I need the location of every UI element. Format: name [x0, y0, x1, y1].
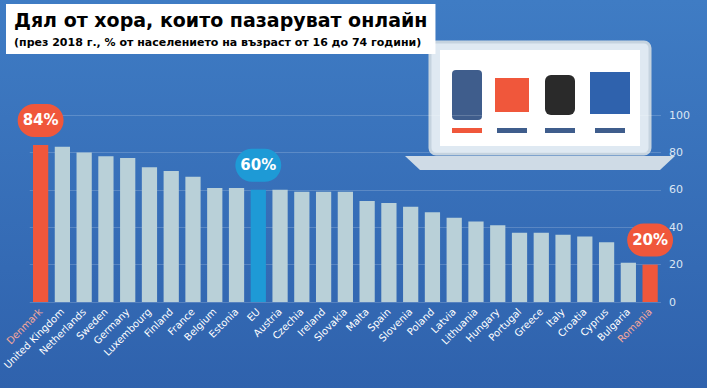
svg-text:(през 2018 г., % от населениет: (през 2018 г., % от населението на възра… [14, 36, 421, 49]
svg-text:Latvia: Latvia [428, 306, 459, 336]
svg-text:Ireland: Ireland [295, 306, 328, 339]
svg-text:Spain: Spain [365, 306, 393, 334]
svg-text:EU: EU [245, 306, 262, 323]
svg-text:0: 0 [669, 296, 676, 309]
svg-text:Croatia: Croatia [555, 306, 589, 340]
svg-text:60: 60 [669, 183, 683, 196]
svg-text:80: 80 [669, 146, 683, 159]
svg-text:40: 40 [669, 221, 683, 234]
svg-text:Greece: Greece [512, 306, 545, 339]
svg-text:20%: 20% [632, 231, 668, 249]
svg-text:Netherlands: Netherlands [37, 306, 88, 357]
svg-text:Finland: Finland [142, 306, 176, 340]
svg-text:France: France [165, 306, 197, 338]
svg-text:Hungary: Hungary [463, 306, 502, 344]
svg-text:Germany: Germany [91, 306, 132, 347]
svg-text:20: 20 [669, 258, 683, 271]
svg-text:Estonia: Estonia [207, 306, 241, 340]
svg-text:Portugal: Portugal [486, 306, 524, 344]
svg-text:Cyprus: Cyprus [578, 306, 611, 339]
svg-text:Denmark: Denmark [4, 306, 45, 347]
svg-text:Malta: Malta [344, 306, 371, 333]
svg-text:Slovenia: Slovenia [376, 306, 415, 344]
svg-text:Poland: Poland [405, 306, 436, 337]
svg-text:Belgium: Belgium [181, 306, 219, 343]
svg-text:Bulgaria: Bulgaria [595, 306, 633, 344]
svg-text:United Kingdom: United Kingdom [1, 306, 67, 371]
svg-text:Italy: Italy [543, 306, 567, 330]
svg-text:Lithuania: Lithuania [439, 306, 480, 347]
svg-text:60%: 60% [240, 156, 276, 174]
svg-text:Romania: Romania [615, 306, 654, 345]
svg-text:Luxembourg: Luxembourg [101, 306, 154, 358]
svg-text:84%: 84% [23, 111, 59, 129]
svg-text:100: 100 [669, 109, 690, 122]
svg-text:Sweden: Sweden [74, 306, 110, 342]
svg-text:Дял от хора, които пазаруват о: Дял от хора, които пазаруват онлайн [14, 9, 427, 31]
svg-text:Slovakia: Slovakia [311, 306, 350, 344]
svg-text:Czechia: Czechia [270, 306, 306, 342]
svg-text:Austria: Austria [251, 306, 284, 339]
